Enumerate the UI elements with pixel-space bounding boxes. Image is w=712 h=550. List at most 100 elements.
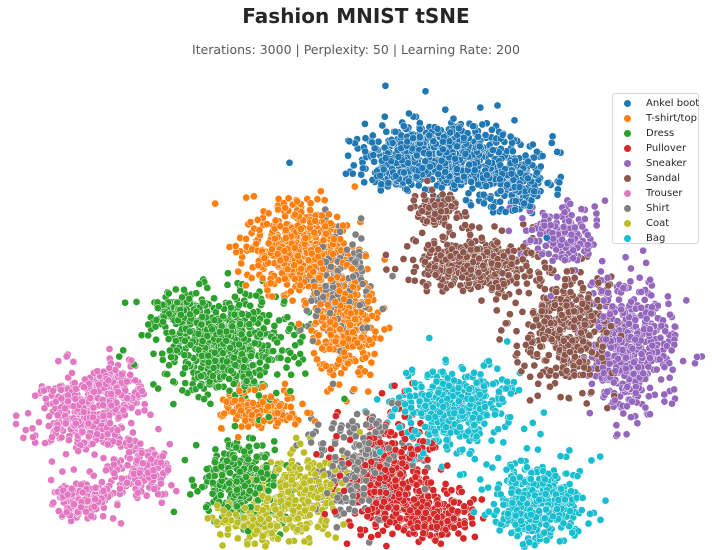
- scatter-point: [276, 354, 285, 362]
- scatter-point: [641, 403, 650, 412]
- scatter-point: [603, 273, 612, 282]
- scatter-point: [258, 298, 266, 307]
- scatter-point: [395, 423, 404, 432]
- scatter-point: [250, 539, 259, 548]
- scatter-point: [224, 269, 232, 278]
- scatter-point: [342, 169, 350, 178]
- scatter-point: [477, 296, 486, 305]
- scatter-point: [126, 454, 134, 463]
- scatter-point: [105, 345, 114, 353]
- scatter-point: [247, 274, 256, 282]
- scatter-point: [333, 213, 341, 221]
- scatter-point: [421, 87, 430, 96]
- scatter-point: [477, 485, 486, 494]
- scatter-point: [373, 395, 382, 404]
- scatter-point: [181, 379, 190, 387]
- scatter-point: [454, 529, 463, 538]
- scatter-point: [652, 365, 661, 374]
- scatter-point: [274, 535, 282, 543]
- scatter-point: [577, 506, 586, 515]
- scatter-point: [35, 418, 43, 427]
- scatter-point: [526, 372, 535, 381]
- scatter-point: [44, 422, 53, 430]
- scatter-point: [125, 448, 133, 457]
- scatter-point: [403, 242, 412, 251]
- scatter-point: [484, 483, 493, 492]
- scatter-point: [380, 325, 389, 334]
- scatter-point: [325, 210, 333, 219]
- scatter-point: [117, 519, 125, 528]
- scatter-point: [496, 187, 505, 195]
- scatter-point: [364, 387, 373, 396]
- scatter-point: [298, 400, 307, 408]
- scatter-point: [495, 526, 504, 535]
- scatter-point: [495, 335, 504, 344]
- scatter-point: [664, 300, 673, 308]
- scatter-point: [613, 430, 622, 439]
- scatter-point: [668, 399, 676, 408]
- scatter-point: [553, 190, 562, 199]
- scatter-point: [499, 438, 508, 447]
- scatter-point: [547, 139, 556, 147]
- scatter-point: [520, 361, 529, 370]
- scatter-point: [306, 206, 315, 214]
- scatter-point: [642, 259, 650, 267]
- scatter-point: [486, 194, 495, 203]
- scatter-point: [367, 358, 376, 367]
- scatter-point: [152, 335, 160, 344]
- scatter-point: [585, 409, 594, 417]
- scatter-point: [459, 365, 467, 373]
- scatter-point: [542, 536, 551, 545]
- scatter-point: [456, 471, 464, 479]
- scatter-point: [370, 350, 379, 358]
- scatter-point: [170, 508, 178, 516]
- scatter-point: [382, 265, 391, 274]
- scatter-point: [449, 114, 458, 123]
- scatter-point: [253, 216, 262, 224]
- scatter-point: [287, 370, 295, 379]
- scatter-point: [331, 533, 340, 542]
- scatter-point: [515, 288, 523, 296]
- scatter-point: [357, 234, 366, 243]
- scatter-point: [664, 292, 672, 301]
- scatter-point: [283, 313, 292, 322]
- scatter-point: [447, 281, 455, 289]
- scatter-point: [119, 346, 128, 355]
- scatter-point: [380, 112, 389, 121]
- scatter-point: [274, 205, 282, 214]
- scatter-point: [465, 449, 474, 458]
- scatter-point: [494, 454, 503, 462]
- scatter-point: [300, 448, 308, 457]
- scatter-point: [313, 195, 322, 204]
- scatter-point: [510, 116, 519, 125]
- scatter-point: [564, 394, 573, 402]
- scatter-point: [316, 187, 325, 196]
- scatter-point: [218, 541, 227, 550]
- scatter-point: [186, 490, 195, 499]
- scatter-point: [368, 131, 377, 140]
- scatter-point: [236, 287, 245, 295]
- scatter-point: [378, 121, 387, 130]
- scatter-point: [555, 537, 564, 546]
- scatter-point: [188, 475, 196, 484]
- scatter-point: [665, 373, 674, 382]
- scatter-point: [165, 440, 174, 449]
- scatter-point: [442, 436, 451, 444]
- scatter-point: [534, 379, 543, 388]
- scatter-point: [127, 419, 136, 427]
- scatter-point: [270, 446, 279, 454]
- scatter-point: [328, 424, 336, 433]
- scatter-point: [583, 231, 592, 239]
- scatter-point: [382, 542, 391, 550]
- scatter-point: [441, 355, 450, 364]
- scatter-point: [360, 178, 369, 187]
- scatter-point: [262, 362, 271, 371]
- scatter-point: [115, 352, 124, 361]
- scatter-point: [24, 409, 32, 418]
- scatter-point: [202, 465, 211, 473]
- scatter-point: [332, 412, 340, 420]
- scatter-point: [414, 181, 423, 190]
- scatter-point: [520, 272, 529, 281]
- scatter-point: [570, 274, 579, 282]
- scatter-point: [452, 213, 461, 222]
